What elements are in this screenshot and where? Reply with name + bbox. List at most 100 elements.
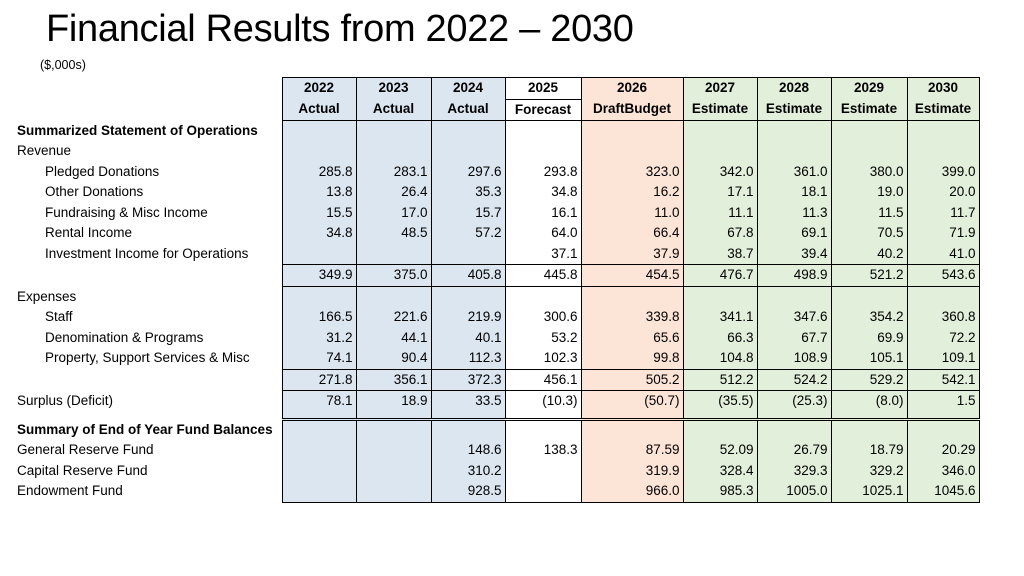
table-cell (430, 243, 506, 265)
table-cell: 11.0 (580, 202, 684, 223)
table-cell: 11.1 (682, 202, 758, 223)
table-cell: 19.0 (830, 182, 908, 203)
table-cell: 34.8 (281, 223, 357, 244)
column-header-year: 2030 (906, 77, 980, 99)
table-cell (430, 141, 506, 162)
table-cell: 476.7 (682, 264, 758, 287)
column-header-year: 2023 (355, 77, 432, 99)
row-label (14, 265, 282, 287)
row-label: Staff (45, 309, 73, 324)
table-cell (355, 440, 432, 461)
table-cell (906, 390, 980, 391)
table-cell: 966.0 (580, 481, 684, 503)
row-label: Other Donations (45, 184, 144, 199)
table-cell: 297.6 (430, 161, 506, 182)
table-cell (281, 419, 357, 440)
table-cell (355, 411, 432, 421)
column-header-year: 2025 (504, 77, 582, 100)
table-cell (430, 286, 506, 307)
table-cell: 17.1 (682, 182, 758, 203)
table-cell (504, 460, 582, 481)
table-cell: 65.6 (580, 327, 684, 348)
table-cell (756, 120, 832, 141)
column-header-year: 2026 (580, 77, 684, 99)
table-cell (355, 286, 432, 307)
table-cell: 48.5 (355, 223, 432, 244)
table-cell (281, 411, 357, 421)
table-cell: 11.5 (830, 202, 908, 223)
table-cell (906, 286, 980, 307)
table-cell: 20.29 (906, 440, 980, 461)
table-cell: 69.1 (756, 223, 832, 244)
table-cell: 329.3 (756, 460, 832, 481)
table-cell: 35.3 (430, 182, 506, 203)
table-row (14, 411, 980, 421)
column-header-kind: Estimate (682, 99, 758, 121)
table-row: Expenses (14, 286, 980, 307)
table-cell (504, 141, 582, 162)
header-spacer (14, 78, 282, 100)
table-cell (580, 411, 684, 421)
table-cell: 347.6 (756, 307, 832, 328)
table-cell: 16.2 (580, 182, 684, 203)
row-label: Property, Support Services & Misc (45, 350, 250, 366)
table-row: Fundraising & Misc Income 15.5 17.0 15.7 16.… (14, 202, 980, 223)
table-cell: 15.7 (430, 202, 506, 223)
financial-table: 2022 2023 2024 2025 2026 2027 2028 2029 2030 Actu… (14, 77, 980, 503)
table-cell: 105.1 (830, 348, 908, 369)
table-cell (682, 120, 758, 141)
row-label: General Reserve Fund (17, 442, 154, 457)
table-row: Revenue (14, 141, 980, 162)
table-row: Summarized Statement of Operations (14, 120, 980, 141)
column-header-kind: DraftBudget (580, 99, 684, 121)
table-cell (430, 411, 506, 421)
table-cell: 138.3 (504, 440, 582, 461)
table-cell: 17.0 (355, 202, 432, 223)
table-cell: (25.3) (756, 391, 832, 412)
table-cell: 11.3 (756, 202, 832, 223)
table-cell (281, 120, 357, 141)
table-cell: (10.3) (504, 391, 582, 412)
table-cell (906, 419, 980, 440)
table-row: Endowment Fund 928.5 966.0 985.3 1005.0 1025.… (14, 481, 980, 503)
table-cell: 37.9 (580, 243, 684, 265)
row-label: Endowment Fund (17, 483, 123, 499)
table-cell (682, 411, 758, 421)
table-row: Capital Reserve Fund 310.2 319.9 328.4 329.3… (14, 460, 980, 481)
table-row: Surplus (Deficit) 78.1 18.9 33.5 (10.3) (50.7… (14, 391, 980, 412)
table-cell: 18.79 (830, 440, 908, 461)
table-cell: 1005.0 (756, 481, 832, 503)
table-cell: 33.5 (430, 391, 506, 412)
table-cell: (35.5) (682, 391, 758, 412)
table-cell: 349.9 (281, 264, 357, 287)
table-cell: 361.0 (756, 161, 832, 182)
table-cell: 18.1 (756, 182, 832, 203)
table-cell (830, 419, 908, 440)
table-cell: 1045.6 (906, 481, 980, 503)
table-cell: 71.9 (906, 223, 980, 244)
table-cell: 67.7 (756, 327, 832, 348)
table-cell: 360.8 (906, 307, 980, 328)
table-cell: 529.2 (830, 368, 908, 391)
table-cell: 15.5 (281, 202, 357, 223)
header-row-kinds: Actual Actual Actual Forecast DraftBudget Est… (14, 99, 980, 121)
table-cell: 271.8 (281, 368, 357, 391)
table-cell: 102.3 (504, 348, 582, 369)
table-row (14, 286, 980, 287)
table-cell (580, 286, 684, 307)
table-cell: 108.9 (756, 348, 832, 369)
table-cell: 928.5 (430, 481, 506, 503)
row-label: Investment Income for Operations (45, 245, 249, 261)
header-row-years: 2022 2023 2024 2025 2026 2027 2028 2029 2030 (14, 77, 980, 100)
table-cell (430, 120, 506, 141)
table-cell: 323.0 (580, 161, 684, 182)
table-cell (504, 411, 582, 421)
table-cell: 543.6 (906, 264, 980, 287)
row-label: Pledged Donations (45, 163, 160, 179)
table-row: Denomination & Programs 31.2 44.1 40.1 53.2 6… (14, 327, 980, 348)
table-cell: 356.1 (355, 368, 432, 391)
column-header-kind: Estimate (830, 99, 908, 121)
table-cell: 112.3 (430, 348, 506, 369)
column-header-kind: Forecast (504, 99, 582, 121)
table-cell: 18.9 (355, 391, 432, 412)
